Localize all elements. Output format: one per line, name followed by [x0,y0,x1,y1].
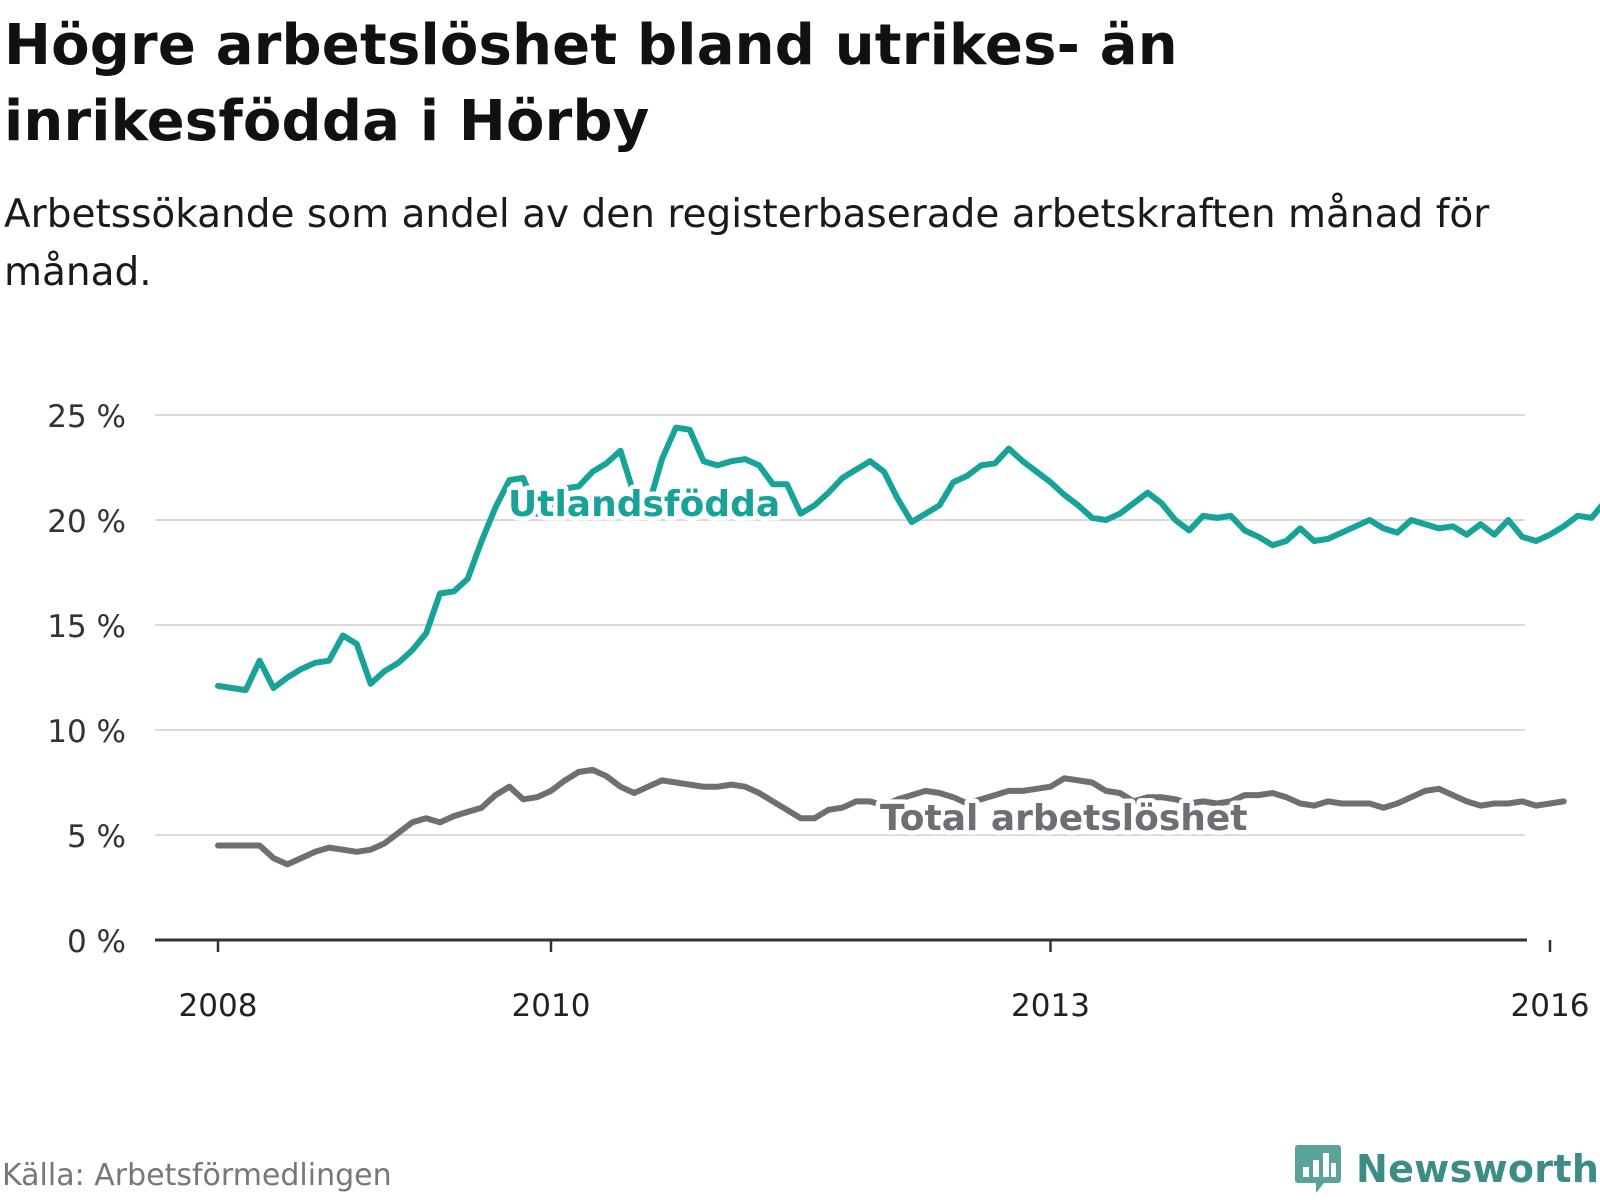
x-tick-label: 2016 [1511,988,1590,1024]
x-tick-label: 2013 [1011,988,1090,1024]
y-tick-label: 15 % [47,609,126,645]
x-axis-ticks: 2008201020132016201820212023 [179,940,1590,1024]
y-tick-label: 10 % [47,714,126,750]
chat-chart-icon [1295,1145,1341,1193]
brand-name: Newsworthy [1356,1147,1600,1191]
series-line-foreign-born [215,424,1600,694]
series-line-total [215,766,1567,868]
x-tick-label: 2008 [179,988,258,1024]
line-chart: 0 % 5 % 10 % 15 % 20 % 25 % 2008 2010 2013 2016 2… [47,399,1600,1024]
y-tick-label: 5 % [67,819,126,855]
y-tick-label: 0 % [67,924,126,960]
series-label-total: Total arbetslöshet [880,798,1248,839]
series-label-foreign-born: Utlandsfödda [508,484,780,525]
chart-subtitle: Arbetssökande som andel av den registerb… [4,192,1490,295]
source-note: Källa: Arbetsförmedlingen [2,1158,392,1193]
grid-lines [155,414,1525,836]
y-tick-label: 20 % [47,504,126,540]
y-axis-ticks: 0 % 5 % 10 % 15 % 20 % 25 % [47,399,126,960]
series-lines [215,424,1600,868]
y-tick-label: 25 % [47,399,126,435]
newsworthy-logo: Newsworthy [1294,1140,1600,1198]
chart-title: Högre arbetslöshet bland utrikes- än inr… [4,13,1178,154]
x-tick-label: 2010 [512,988,591,1024]
